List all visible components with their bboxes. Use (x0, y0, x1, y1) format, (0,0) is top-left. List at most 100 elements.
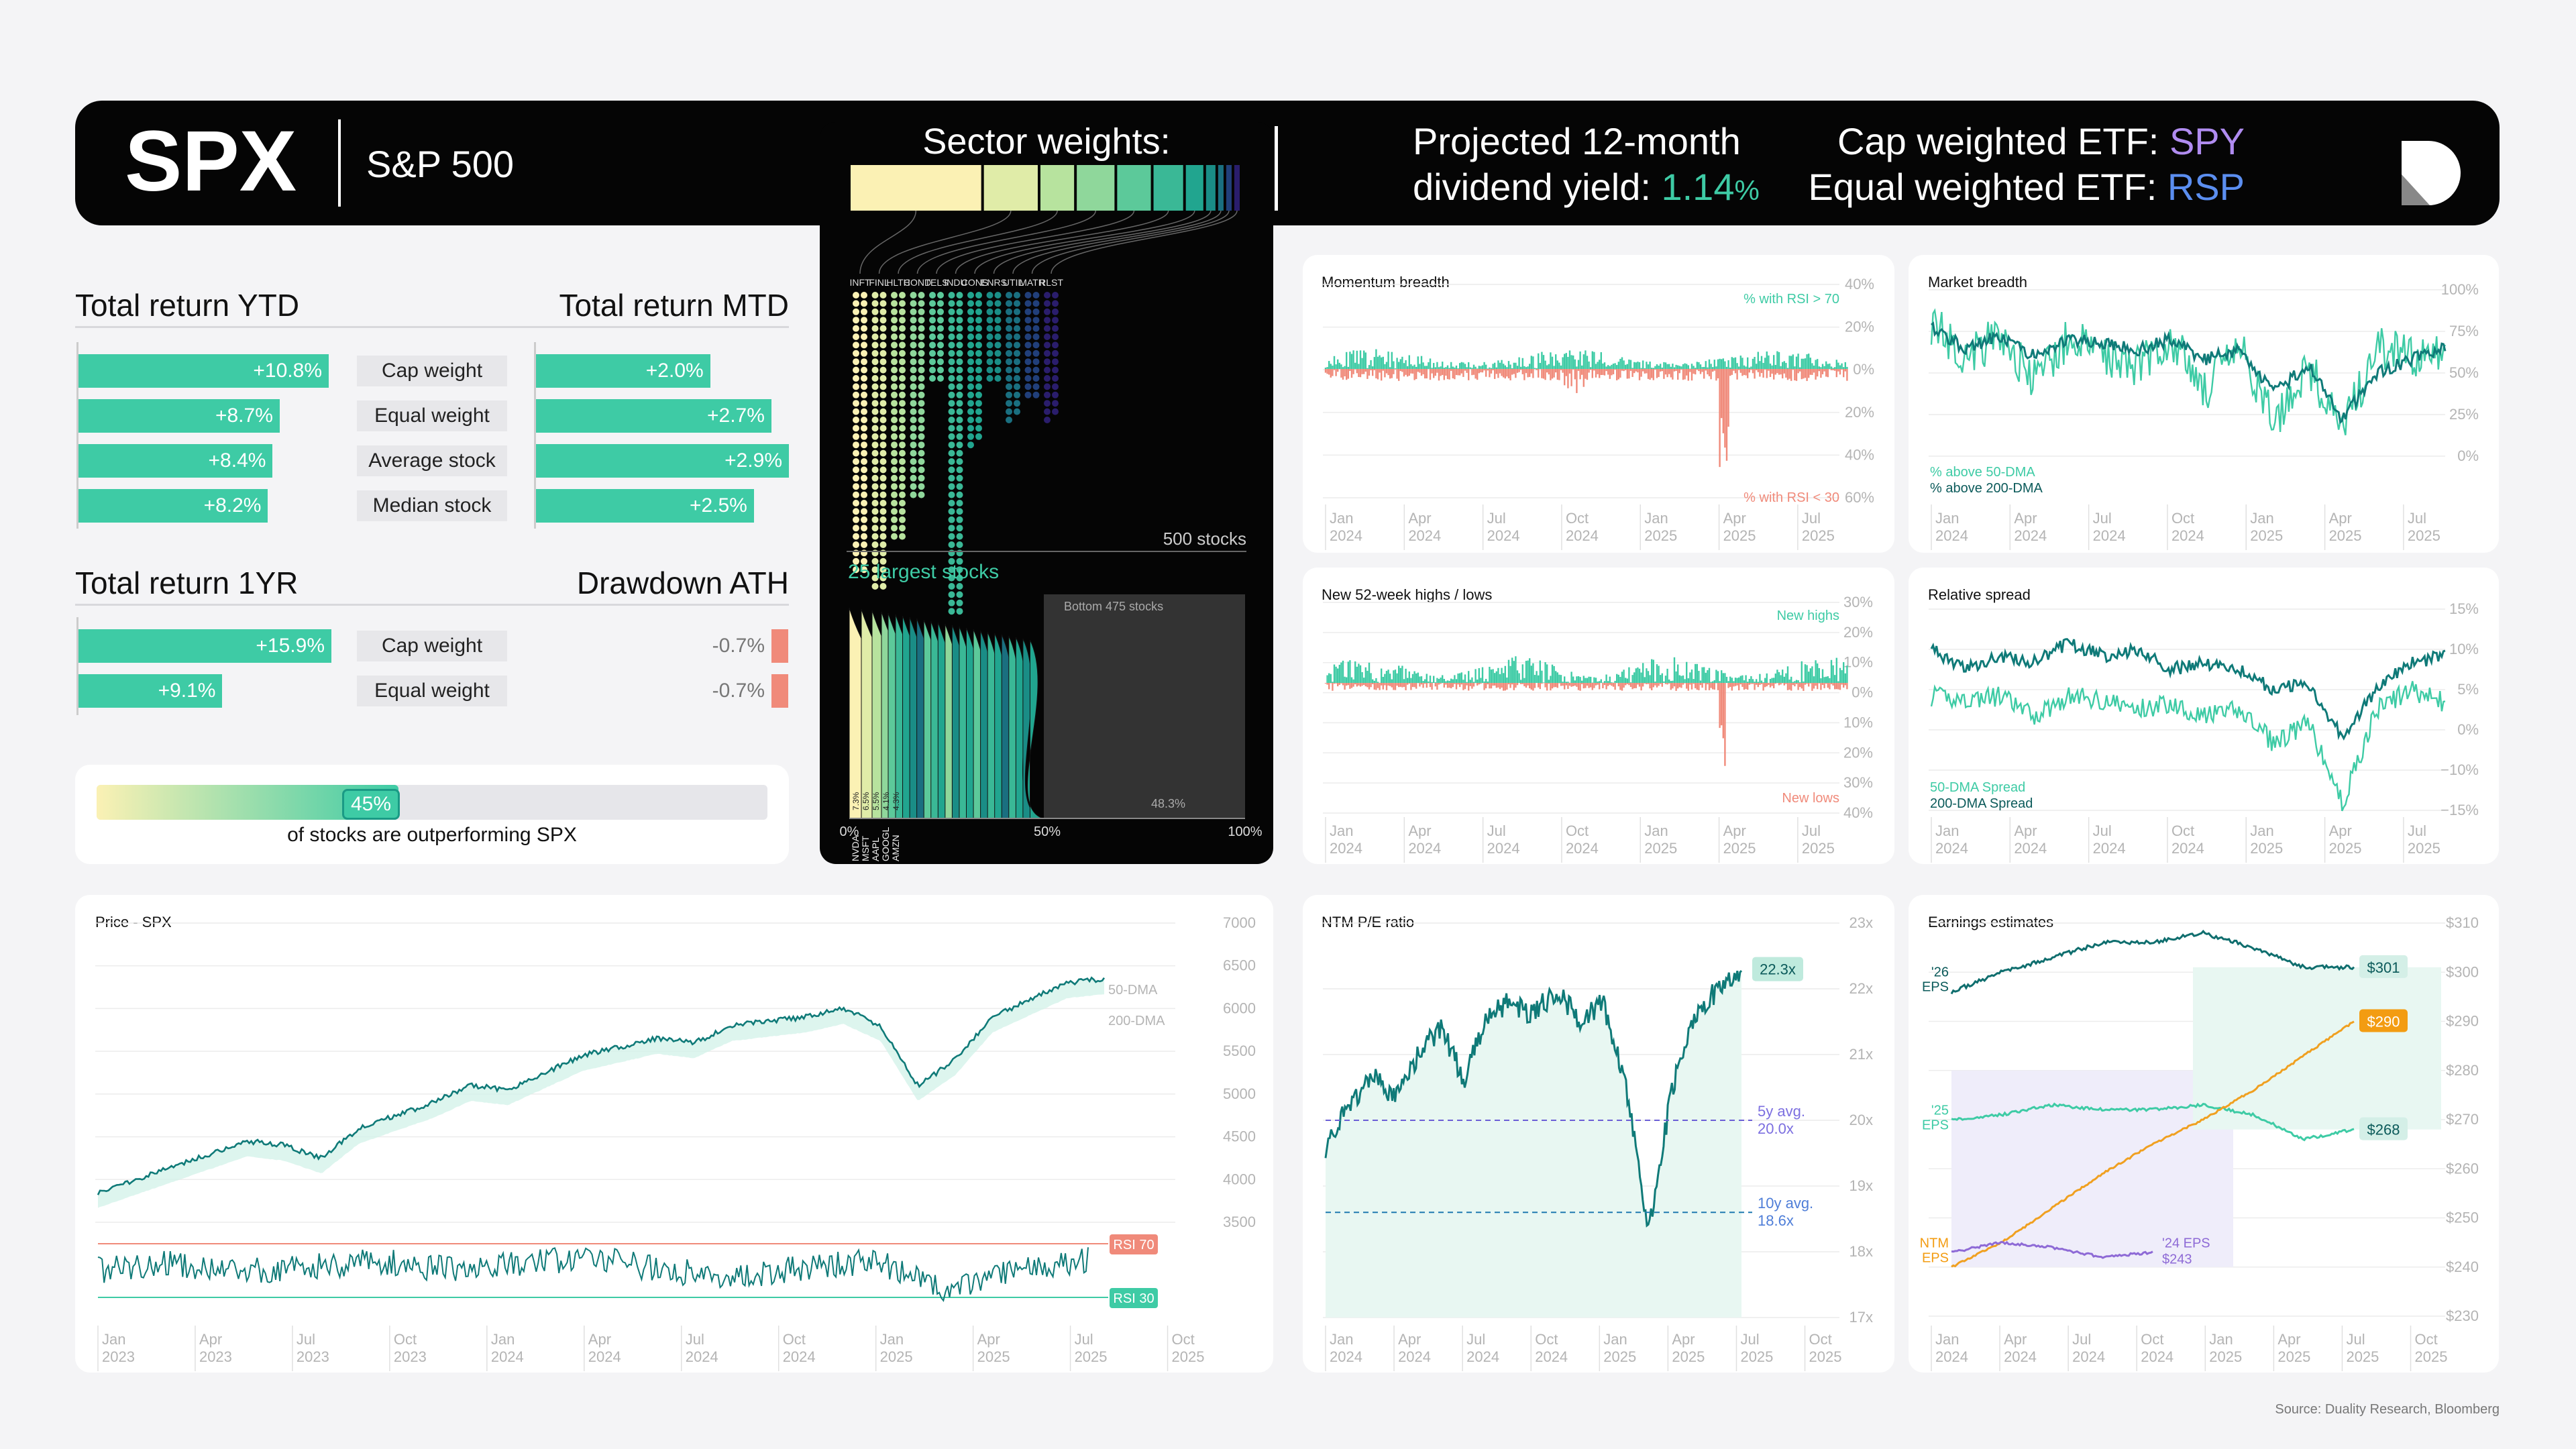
stock-dot (1024, 308, 1032, 315)
stock-dot (967, 383, 974, 390)
sector-weight-block (851, 165, 981, 211)
stock-dot (853, 516, 859, 523)
ntm-label: NTM (1920, 1236, 1949, 1250)
stock-dot (1032, 391, 1040, 398)
stock-dot (853, 317, 859, 324)
stock-dot (918, 417, 925, 423)
x-tick: 2025 (2329, 840, 2362, 857)
row-label: Median stock (357, 490, 507, 521)
outperform-value: 45% (342, 789, 400, 820)
market-breadth-chart: 100%75%50%25%0%Jan2024Apr2024Jul2024Oct2… (1929, 281, 2479, 550)
bottom-label: Bottom 475 stocks (1064, 600, 1163, 613)
stock-dot (956, 417, 963, 423)
x-tick: 2025 (2408, 840, 2440, 857)
x-tick: Jan (1644, 822, 1668, 839)
stock-dot (1014, 391, 1020, 398)
series-50dma-spread (1930, 681, 2446, 812)
source-note: Source: Duality Research, Bloomberg (2275, 1402, 2500, 1417)
stock-dot (986, 300, 994, 307)
stock-dot (861, 408, 867, 415)
stock-dot (879, 325, 887, 332)
stock-dot (948, 599, 955, 606)
highs-lows-card (1303, 568, 1894, 864)
stock-dot (899, 325, 906, 332)
stock-dot (871, 500, 879, 506)
stock-dot (879, 500, 887, 506)
stock-dot (899, 375, 906, 382)
stock-dot (956, 541, 963, 548)
outperform-caption: of stocks are outperforming SPX (287, 824, 577, 846)
x-tick: 2025 (1172, 1348, 1205, 1365)
stock-dot (956, 375, 963, 382)
dividend-label: dividend yield: (1413, 166, 1651, 208)
sector-label: INFT (849, 277, 871, 288)
stock-dot (871, 341, 879, 349)
stock-dot (1032, 358, 1040, 366)
stock-dot (1024, 292, 1032, 299)
stock-dot (956, 366, 963, 374)
eps24-label: '24 EPS (2162, 1236, 2210, 1250)
stock-dot (986, 333, 994, 340)
stock-dot (956, 350, 963, 357)
row-label: Equal weight (357, 676, 507, 706)
stock-dot (891, 441, 898, 449)
x-tick: 2025 (2250, 527, 2283, 544)
stock-dot (861, 541, 867, 548)
x-tick: 2025 (1723, 840, 1756, 857)
stock-dot (871, 474, 879, 482)
axis-line (534, 342, 536, 529)
stock-dot (1006, 325, 1012, 332)
series-50dma (1930, 308, 2447, 435)
eps-badge (2359, 1009, 2408, 1032)
index-name: S&P 500 (366, 143, 515, 185)
top-stock-name: GOOGL (880, 826, 891, 861)
stock-dot (861, 292, 867, 299)
stock-dot (967, 317, 974, 324)
x-tick: Jul (2346, 1331, 2365, 1348)
x-tick: 2024 (1487, 527, 1520, 544)
stock-dot (1032, 333, 1040, 340)
stock-dot (948, 391, 955, 398)
y-tick: 21x (1849, 1046, 1873, 1063)
stock-dot (948, 500, 955, 506)
ytd-bar: +8.4% (76, 444, 273, 478)
stock-dot (853, 433, 859, 440)
stock-dot (871, 458, 879, 465)
ytd-bar: +8.2% (76, 489, 268, 523)
stock-dot (871, 383, 879, 390)
stock-dot (918, 350, 925, 357)
sector-title: Sector weights: (922, 121, 1171, 162)
stock-dot (891, 533, 898, 540)
stock-dot (1052, 292, 1059, 299)
stock-dot (986, 317, 994, 324)
stock-dot (948, 350, 955, 357)
x-tick: Jan (2209, 1331, 2233, 1348)
stock-dot (871, 350, 879, 357)
stock-dot (853, 417, 859, 423)
top-stock-name: AAPL (870, 837, 881, 861)
dividend-line1: Projected 12-month (1413, 120, 1741, 162)
x-tick: 2024 (1935, 527, 1968, 544)
row-label: Average stock (357, 445, 507, 476)
stock-dot (899, 483, 906, 490)
stock-dot (948, 433, 955, 440)
eps-badge (2359, 955, 2408, 978)
legend-50dma: 50-DMA Spread (1930, 780, 2025, 795)
stock-dot (975, 383, 982, 390)
x-tick: Oct (2141, 1331, 2163, 1348)
y-tick: 6000 (1223, 1000, 1256, 1016)
stock-dot (879, 574, 887, 582)
stock-dot (994, 308, 1002, 315)
stock-dot (918, 466, 925, 474)
stock-dot (1044, 383, 1051, 390)
stock-dot (918, 341, 925, 349)
stock-dot (871, 574, 879, 582)
dividend-unit: % (1734, 174, 1760, 206)
stock-dot (956, 317, 963, 324)
stock-dot (861, 549, 867, 557)
y-tick: 20% (1845, 404, 1874, 421)
eps-badge (2359, 1117, 2408, 1140)
stock-dot (879, 458, 887, 465)
stock-dot (861, 375, 867, 382)
stock-dot (1024, 317, 1032, 324)
